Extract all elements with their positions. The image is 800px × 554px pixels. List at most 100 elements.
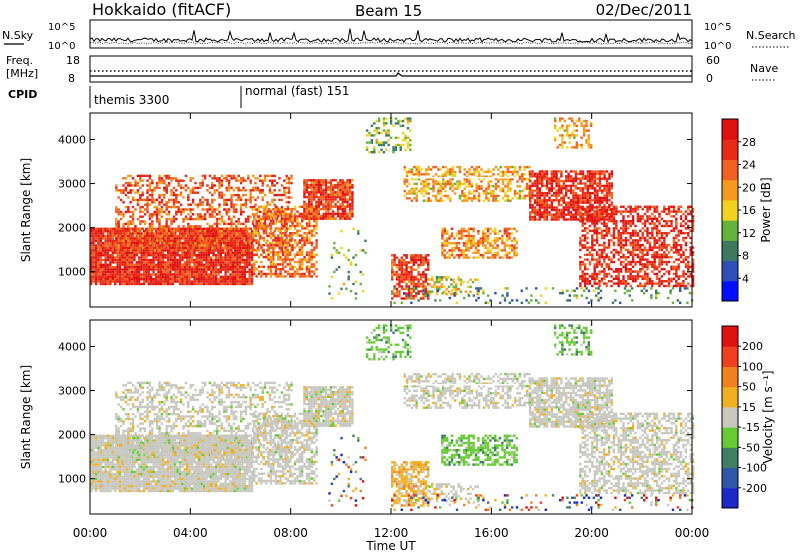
power-cell bbox=[254, 186, 257, 190]
power-cell bbox=[260, 236, 263, 240]
power-cell bbox=[281, 241, 285, 244]
power-cell bbox=[290, 239, 293, 242]
power-cell bbox=[285, 201, 288, 204]
power-cell bbox=[336, 186, 340, 189]
power-cell bbox=[397, 136, 400, 139]
power-cell bbox=[298, 258, 301, 261]
power-cell bbox=[202, 266, 206, 269]
power-cell bbox=[538, 189, 541, 192]
power-cell bbox=[203, 213, 207, 216]
power-cell bbox=[565, 179, 568, 183]
power-cell bbox=[460, 249, 463, 252]
power-cell bbox=[183, 246, 186, 250]
power-cell bbox=[482, 242, 485, 245]
power-cell bbox=[538, 206, 541, 209]
power-cell bbox=[193, 232, 196, 235]
power-cell bbox=[236, 258, 239, 262]
power-cell bbox=[271, 181, 274, 185]
power-cell bbox=[308, 265, 311, 268]
power-cell bbox=[128, 232, 131, 235]
power-cell bbox=[237, 239, 240, 242]
power-cell bbox=[329, 205, 332, 208]
power-cell bbox=[545, 175, 549, 178]
power-cell bbox=[118, 268, 122, 271]
power-cell bbox=[206, 246, 209, 250]
power-cell bbox=[531, 189, 534, 192]
power-cell bbox=[293, 239, 297, 242]
power-cell bbox=[202, 246, 206, 250]
power-cell bbox=[250, 249, 254, 252]
power-cell bbox=[99, 234, 102, 238]
power-cell bbox=[146, 191, 149, 194]
power-cell bbox=[437, 192, 440, 195]
power-cell bbox=[513, 239, 516, 242]
power-cell bbox=[277, 212, 280, 216]
power-cell bbox=[324, 215, 328, 218]
power-cell bbox=[422, 185, 426, 188]
power-cell bbox=[485, 189, 488, 193]
power-cell bbox=[212, 249, 215, 252]
power-cell bbox=[443, 230, 446, 233]
power-cell bbox=[126, 278, 129, 281]
power-cell bbox=[427, 278, 430, 281]
power-cell bbox=[229, 261, 232, 264]
power-cell bbox=[548, 187, 551, 190]
power-cell bbox=[497, 194, 500, 198]
power-cell bbox=[186, 280, 189, 283]
power-cell bbox=[229, 275, 232, 278]
power-cell bbox=[152, 258, 155, 262]
power-cell bbox=[211, 239, 214, 242]
power-cell bbox=[398, 266, 401, 269]
power-cell bbox=[157, 251, 160, 254]
power-cell bbox=[348, 203, 352, 206]
power-cell bbox=[470, 246, 473, 250]
power-cell bbox=[154, 242, 158, 245]
power-cell bbox=[352, 256, 355, 259]
power-cell bbox=[116, 263, 119, 266]
power-cell bbox=[135, 270, 138, 274]
power-cell bbox=[265, 229, 268, 232]
power-cell bbox=[171, 273, 174, 276]
power-cell bbox=[200, 280, 203, 283]
power-cell bbox=[208, 174, 212, 178]
power-cell bbox=[222, 239, 225, 242]
power-cell bbox=[150, 266, 153, 269]
power-cell bbox=[238, 249, 242, 252]
power-cell bbox=[489, 249, 492, 252]
power-cell bbox=[241, 268, 244, 271]
power-cell bbox=[458, 194, 462, 198]
power-cell bbox=[593, 172, 597, 176]
power-cell bbox=[94, 261, 98, 264]
power-cell bbox=[470, 165, 474, 169]
power-cell bbox=[301, 220, 304, 223]
power-cell bbox=[195, 227, 198, 230]
power-cell bbox=[127, 210, 130, 214]
power-cell bbox=[385, 122, 388, 125]
power-cell bbox=[427, 263, 430, 267]
power-cell bbox=[164, 266, 167, 269]
power-cell bbox=[198, 282, 201, 286]
power-cell bbox=[432, 194, 435, 198]
power-cell bbox=[127, 225, 130, 228]
power-cell bbox=[515, 242, 518, 245]
power-cell bbox=[212, 258, 215, 262]
power-cell bbox=[171, 242, 174, 245]
power-cell bbox=[420, 192, 423, 195]
power-cell bbox=[572, 208, 575, 212]
power-cell bbox=[246, 256, 249, 259]
power-cell bbox=[293, 227, 297, 230]
power-cell bbox=[99, 258, 102, 262]
power-cell bbox=[193, 251, 196, 254]
power-cell bbox=[114, 275, 117, 278]
power-cell bbox=[398, 273, 401, 276]
power-cell bbox=[217, 268, 220, 271]
power-cell bbox=[118, 282, 122, 286]
power-cell bbox=[569, 187, 573, 190]
power-cell bbox=[536, 191, 539, 195]
power-cell bbox=[453, 192, 457, 195]
power-cell bbox=[591, 175, 594, 178]
power-cell bbox=[491, 246, 494, 250]
power-cell bbox=[440, 278, 443, 281]
power-cell bbox=[218, 205, 221, 209]
power-cell bbox=[336, 210, 340, 213]
